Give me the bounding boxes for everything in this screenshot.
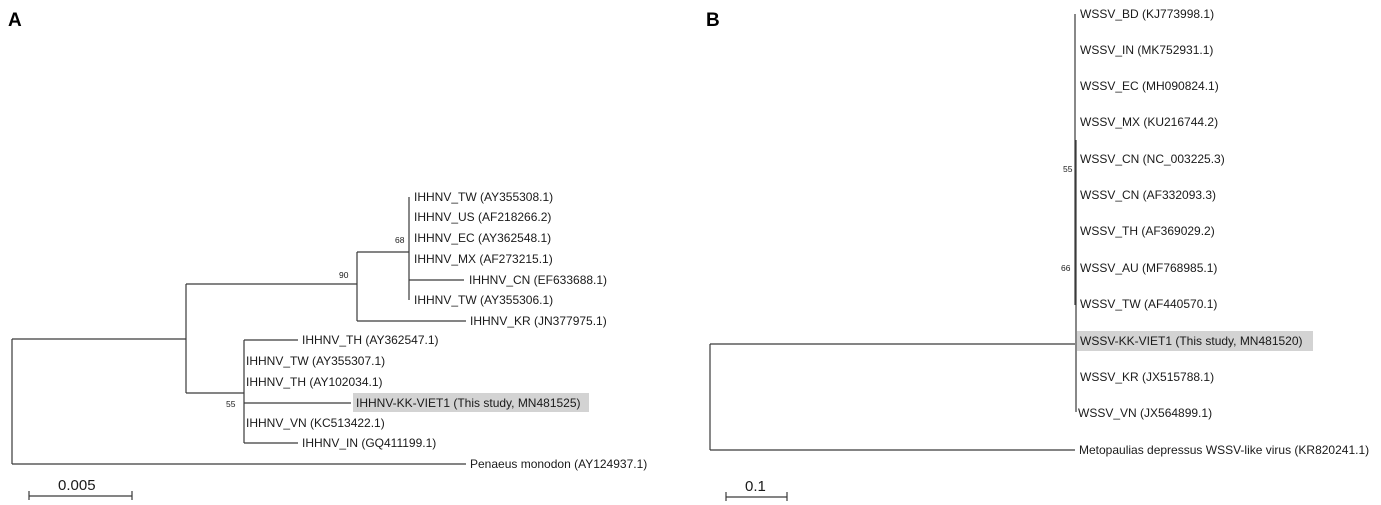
panel-b-leaf-label: WSSV_TH (AF369029.2) — [1080, 224, 1215, 238]
panel-a-leaf-label: IHHNV_TH (AY362547.1) — [302, 333, 439, 347]
panel-b-scale-bar-label: 0.1 — [745, 478, 766, 495]
panel-b-leaf-label: WSSV_IN (MK752931.1) — [1080, 43, 1213, 57]
panel-a-leaf-label: IHHNV_MX (AF273215.1) — [414, 252, 553, 266]
panel-a-bootstrap-90: 90 — [339, 270, 349, 280]
panel-a-highlighted-leaf-label: IHHNV-KK-VIET1 (This study, MN481525) — [356, 396, 581, 410]
panel-b: B 55 66 WSSV_BD (KJ773998.1) WSSV_IN (MK… — [706, 7, 1369, 501]
panel-a-leaf-label: IHHNV_VN (KC513422.1) — [246, 416, 385, 430]
panel-a: A 68 — [8, 10, 647, 500]
panel-b-branches — [709, 14, 1077, 501]
panel-a-leaf-label: IHHNV_EC (AY362548.1) — [414, 231, 551, 245]
panel-a-leaf-label: IHHNV_TW (AY355307.1) — [246, 354, 385, 368]
panel-a-leaf-label: IHHNV_US (AF218266.2) — [414, 210, 551, 224]
panel-a-leaf-label: IHHNV_CN (EF633688.1) — [469, 273, 607, 287]
panel-a-leaf-label: IHHNV_KR (JN377975.1) — [470, 314, 607, 328]
panel-b-leaf-label: WSSV_BD (KJ773998.1) — [1080, 7, 1214, 21]
panel-b-leaf-label: WSSV_CN (AF332093.3) — [1080, 188, 1216, 202]
panel-b-leaf-label: WSSV_VN (JX564899.1) — [1078, 406, 1212, 420]
panel-b-leaf-label: WSSV_MX (KU216744.2) — [1080, 115, 1218, 129]
panel-a-highlight-box — [353, 393, 589, 412]
panel-b-letter: B — [706, 10, 720, 31]
panel-a-leaf-label: IHHNV_TH (AY102034.1) — [246, 375, 383, 389]
panel-a-leaf-label: Penaeus monodon (AY124937.1) — [470, 457, 647, 471]
panel-a-leaf-label: IHHNV_TW (AY355308.1) — [414, 190, 553, 204]
panel-a-branches — [11, 197, 466, 500]
panel-b-leaf-label: WSSV_AU (MF768985.1) — [1080, 261, 1217, 275]
panel-b-bootstrap-55: 55 — [1063, 164, 1073, 174]
panel-a-scale-bar-label: 0.005 — [58, 477, 96, 494]
panel-b-highlighted-leaf-label: WSSV-KK-VIET1 (This study, MN481520) — [1080, 334, 1303, 348]
panel-b-leaf-label: WSSV_TW (AF440570.1) — [1080, 297, 1217, 311]
panel-a-letter: A — [8, 10, 22, 31]
panel-b-highlight-box — [1077, 331, 1313, 351]
panel-b-bootstrap-66: 66 — [1061, 263, 1071, 273]
panel-a-bootstrap-55: 55 — [226, 399, 236, 409]
panel-b-leaf-label: Metopaulias depressus WSSV-like virus (K… — [1079, 443, 1369, 457]
panel-a-leaf-label: IHHNV_IN (GQ411199.1) — [302, 436, 436, 450]
panel-b-leaf-label: WSSV_KR (JX515788.1) — [1080, 370, 1214, 384]
panel-b-leaf-label: WSSV_EC (MH090824.1) — [1080, 79, 1219, 93]
panel-b-leaf-label: WSSV_CN (NC_003225.3) — [1080, 152, 1225, 166]
panel-a-bootstrap-68: 68 — [395, 235, 405, 245]
panel-a-leaf-label: IHHNV_TW (AY355306.1) — [414, 293, 553, 307]
